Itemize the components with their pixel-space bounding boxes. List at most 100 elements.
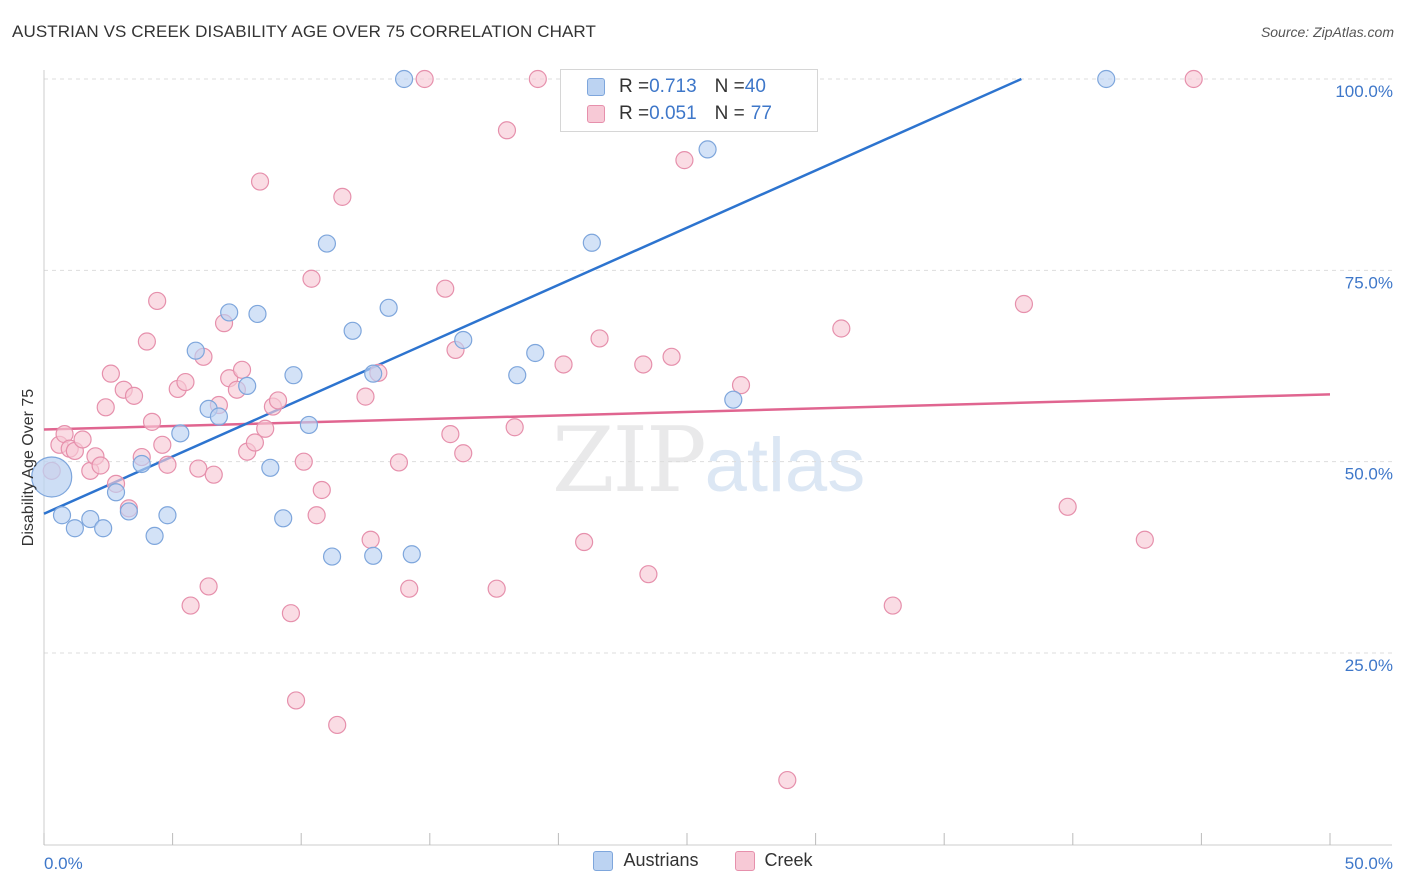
creek-point (356, 387, 375, 406)
creek-point (302, 269, 321, 288)
creek-point (232, 360, 252, 379)
creek-point (73, 430, 92, 449)
y-axis-title: Disability Age Over 75 (20, 389, 37, 547)
austrians-point (299, 415, 319, 435)
r-label: R = (619, 76, 650, 97)
creek-point (1058, 497, 1077, 516)
austrians-point (52, 506, 72, 525)
legend-item-creek[interactable]: Creek (734, 850, 813, 871)
austrians-point (94, 519, 113, 538)
creek-point (124, 386, 144, 405)
creek-point (176, 372, 195, 392)
creek-point (91, 456, 110, 475)
creek-point (497, 121, 517, 140)
x-tick-label: 0.0% (44, 854, 83, 873)
austrians-point (238, 376, 257, 395)
austrians-point (284, 366, 303, 385)
creek-point (590, 329, 609, 348)
creek-point (148, 291, 167, 311)
creek-point (731, 376, 751, 395)
legend-label: Austrians (623, 850, 699, 870)
creek-point (675, 151, 694, 170)
austrians-point (364, 364, 383, 383)
creek-point (268, 391, 288, 410)
creek-point (415, 69, 434, 89)
legend-row-austrians: R = 0.713 N = 40 (587, 74, 766, 100)
austrians-point (402, 545, 421, 564)
r-value: 0.051 (649, 103, 697, 124)
creek-point (142, 412, 162, 431)
creek-point (158, 455, 177, 474)
creek-point (662, 347, 681, 366)
austrians-point (317, 234, 337, 253)
legend-item-austrians[interactable]: Austrians (593, 850, 699, 871)
creek-point (312, 480, 331, 500)
creek-point (487, 579, 506, 598)
creek-point (575, 532, 594, 552)
creek-point (137, 332, 156, 351)
austrians-point (31, 456, 73, 498)
austrians-point (364, 546, 383, 565)
x-tick-label: 50.0% (1345, 854, 1393, 873)
watermark: ZIPatlas (552, 408, 865, 513)
creek-point (454, 444, 473, 463)
chart-title: AUSTRIAN VS CREEK DISABILITY AGE OVER 75… (12, 22, 596, 41)
austrians-point (379, 298, 398, 317)
y-tick-label: 50.0% (1345, 465, 1393, 484)
axes (43, 70, 1392, 846)
austrians-point (186, 341, 205, 360)
creek-point (436, 279, 455, 298)
watermark-atlas: atlas (704, 423, 866, 508)
creek-point (286, 691, 306, 710)
austrians-point (343, 321, 362, 340)
creek-point (256, 419, 275, 438)
creek-point (505, 418, 524, 437)
y-tick-label: 25.0% (1345, 656, 1393, 675)
austrians-point (145, 526, 164, 546)
austrians-point (698, 140, 717, 159)
creek-point (281, 604, 301, 623)
austrians-point (274, 509, 293, 528)
n-label: N = (714, 103, 745, 124)
creek-point (189, 459, 208, 478)
austrians-point (454, 330, 473, 350)
creek-point (361, 530, 380, 549)
watermark-zip: ZIP (552, 408, 707, 513)
data-points (31, 69, 1203, 790)
creek-point (554, 355, 573, 374)
austrians-point (508, 366, 527, 385)
austrians-point (65, 519, 84, 538)
n-value: 77 (750, 103, 772, 124)
n-value: 40 (744, 76, 766, 97)
creek-point (199, 577, 218, 596)
creek-trend-line (43, 393, 1331, 431)
tick-labels: 25.0% 50.0% 75.0% 100.0% 0.0% 50.0% Disability… (20, 82, 1393, 873)
austrians-point (526, 343, 545, 363)
trend-lines (43, 77, 1331, 515)
source-label: Source: ZipAtlas.com (1260, 24, 1394, 40)
austrians-point (322, 547, 342, 566)
creek-point (634, 355, 653, 374)
austrians-point (119, 502, 138, 521)
creek-point (528, 69, 547, 89)
creek-point (1135, 530, 1154, 549)
austrians-point (171, 424, 190, 443)
creek-point (333, 187, 352, 206)
creek-point (883, 596, 902, 615)
creek-point (400, 579, 419, 598)
n-label: N = (714, 76, 745, 97)
austrians-point (582, 233, 601, 252)
correlation-legend: R = 0.713 N = 40 R = 0.051 N = 77 (560, 69, 818, 132)
creek-point (328, 715, 347, 735)
austrians-point (220, 303, 239, 322)
creek-point (307, 506, 326, 525)
austrians-trend-line (43, 77, 1022, 515)
legend-label: Creek (764, 850, 813, 870)
creek-swatch (587, 105, 605, 123)
austrians-point (394, 69, 414, 89)
y-tick-label: 75.0% (1345, 273, 1393, 292)
austrians-point (106, 483, 126, 502)
creek-point (245, 433, 265, 452)
creek-point (778, 770, 797, 790)
